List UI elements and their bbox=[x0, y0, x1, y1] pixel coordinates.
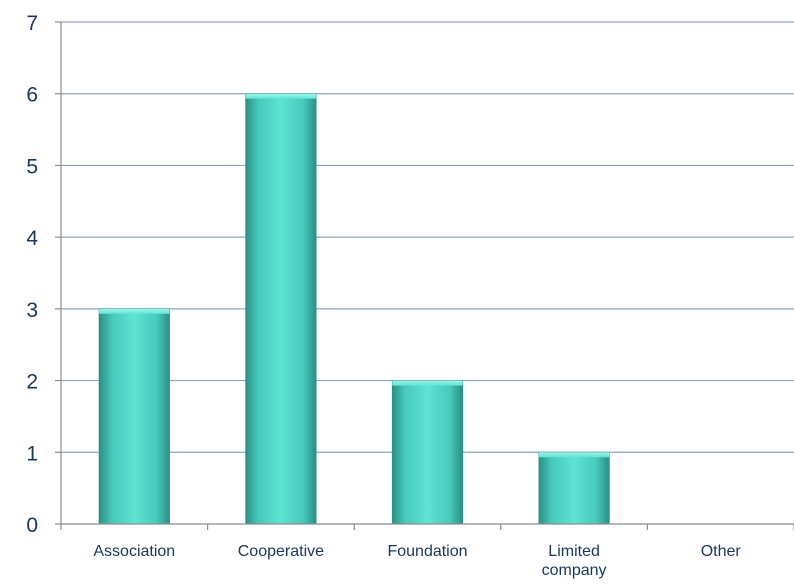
bar-highlight bbox=[245, 93, 317, 99]
y-tick-label: 0 bbox=[26, 514, 38, 537]
x-axis-tick-labels: Association Cooperative Foundation Limited c… bbox=[93, 543, 741, 579]
y-tick-label: 4 bbox=[26, 227, 38, 250]
bar bbox=[391, 380, 464, 525]
bar-highlight bbox=[99, 308, 170, 314]
bar-association bbox=[98, 308, 170, 525]
x-tick-label: Other bbox=[701, 543, 742, 560]
x-tick-label: Association bbox=[93, 543, 175, 560]
bars bbox=[98, 93, 610, 525]
axes bbox=[55, 21, 794, 530]
bar bbox=[245, 93, 317, 525]
y-axis-tick-labels: 0 1 2 3 4 5 6 7 bbox=[26, 12, 38, 537]
y-tick-label: 1 bbox=[26, 442, 38, 465]
bar-highlight bbox=[392, 380, 463, 386]
bar-highlight bbox=[538, 452, 610, 458]
x-tick-label: Foundation bbox=[387, 543, 467, 560]
bar-limited-company bbox=[538, 451, 610, 525]
y-tick-label: 7 bbox=[26, 12, 38, 35]
gridlines bbox=[61, 21, 794, 453]
bar bbox=[538, 451, 610, 525]
bar-foundation bbox=[391, 380, 464, 525]
y-tick-label: 5 bbox=[26, 155, 38, 178]
y-tick-label: 2 bbox=[26, 371, 38, 394]
y-tick-label: 6 bbox=[26, 84, 38, 107]
y-tick-label: 3 bbox=[26, 299, 38, 322]
bar bbox=[98, 308, 170, 525]
bar-cooperative bbox=[245, 93, 317, 525]
x-tick-label: Limited company bbox=[542, 543, 607, 579]
x-tick-label: Cooperative bbox=[238, 543, 324, 560]
